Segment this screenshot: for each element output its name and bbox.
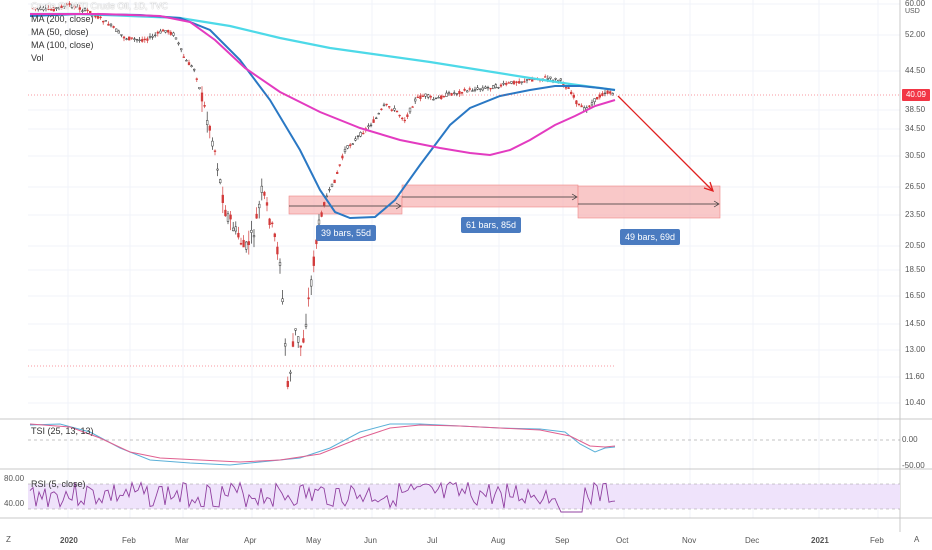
price-tick-label: 13.00 [905, 345, 926, 354]
price-tick-label: 44.50 [905, 66, 926, 75]
price-tick-label: 38.50 [905, 105, 926, 114]
time-tick-label: May [306, 536, 322, 545]
currency-label: USD [905, 8, 920, 15]
price-tick-label: 11.60 [905, 372, 925, 381]
tsi-axis-zero: 0.00 [902, 435, 918, 444]
grid-lines [28, 0, 900, 518]
legend-vol[interactable]: Vol [31, 53, 44, 63]
time-tick-label: Feb [122, 536, 136, 545]
time-tick-label: Jun [364, 536, 377, 545]
price-tick-label: 10.40 [905, 398, 926, 407]
rsi-axis-80: 80.00 [4, 474, 25, 483]
price-tick-label: 14.50 [905, 319, 926, 328]
tsi-slow-line [29, 423, 616, 463]
tsi-axis-minus50: -50.00 [902, 461, 925, 470]
time-tick-label: Feb [870, 536, 884, 545]
price-tick-label: 18.50 [905, 265, 926, 274]
range-tag-2[interactable]: 61 bars, 85d [461, 217, 522, 233]
time-tick-label: Sep [555, 536, 570, 545]
time-tick-label: 2021 [811, 536, 829, 545]
rsi-axis-40: 40.00 [4, 499, 25, 508]
date-range-tools[interactable] [288, 184, 721, 219]
time-tick-label: Mar [175, 536, 189, 545]
symbol-title[interactable]: Crude Oil WTI Crude Oil, 1D, TVC [31, 1, 168, 11]
price-tick-label: 23.50 [905, 210, 926, 219]
tsi-fast-line [29, 423, 616, 466]
auto-scale-button[interactable]: A [914, 535, 920, 544]
price-tick-label: 34.50 [905, 124, 926, 133]
range-tag-1[interactable]: 39 bars, 55d [316, 225, 377, 241]
legend-ma200[interactable]: MA (200, close) [31, 14, 94, 24]
time-tick-label: Oct [616, 536, 629, 545]
time-tick-label: Apr [244, 536, 257, 545]
time-tick-label: Dec [745, 536, 760, 545]
rsi-label[interactable]: RSI (5, close) [31, 479, 86, 489]
price-candles [31, 1, 614, 390]
projection-arrow[interactable] [617, 95, 713, 191]
ma200-line[interactable] [30, 12, 616, 92]
range-tag-3[interactable]: 49 bars, 69d [620, 229, 681, 245]
time-tick-label: Nov [682, 536, 697, 545]
time-tick-label: 2020 [60, 536, 78, 545]
range-box-2[interactable] [401, 184, 579, 208]
range-box-1[interactable] [288, 195, 403, 215]
legend-ma50[interactable]: MA (50, close) [31, 27, 89, 37]
price-tick-label: 16.50 [905, 291, 926, 300]
price-tick-label: 30.50 [905, 151, 926, 160]
legend-ma100[interactable]: MA (100, close) [31, 40, 94, 50]
time-tick-label: Jul [427, 536, 438, 545]
time-tick-label: Aug [491, 536, 506, 545]
price-tick-label: 52.00 [905, 30, 926, 39]
range-box-3[interactable] [577, 185, 721, 219]
rsi-line [29, 480, 616, 513]
ma50-line[interactable] [29, 12, 616, 220]
chart-legend: Crude Oil WTI Crude Oil, 1D, TVC MA (200… [31, 0, 168, 65]
ma100-line[interactable] [30, 13, 616, 157]
price-tick-label: 26.50 [905, 182, 926, 191]
price-tick-label: 20.50 [905, 241, 926, 250]
zoom-button[interactable]: Z [6, 535, 11, 544]
last-price-badge: 40.09 [902, 89, 930, 101]
tsi-label[interactable]: TSI (25, 13, 13) [31, 426, 94, 436]
price-tick-label: 60.00 [905, 0, 926, 8]
